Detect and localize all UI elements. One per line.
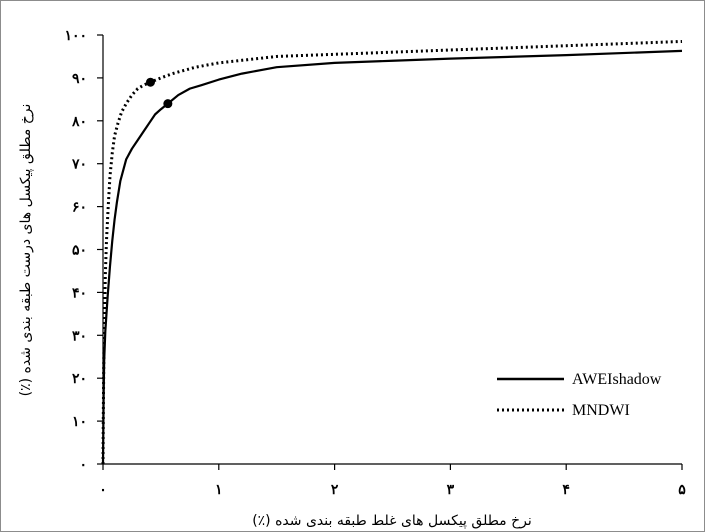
- y-tick-label: ۴۰: [72, 285, 87, 301]
- y-tick-label: ۱۰۰: [64, 28, 87, 44]
- series-line-aweishadow: [101, 49, 683, 465]
- x-tick-label: ۵: [678, 482, 686, 498]
- x-tick-label: ۱: [215, 482, 223, 498]
- legend: AWEIshadow MNDWI: [497, 371, 662, 419]
- y-tick-label: ۱۰: [72, 414, 87, 430]
- x-tick-label: ۲: [331, 482, 339, 498]
- legend-label-mndwi: MNDWI: [572, 402, 630, 419]
- series-marker-aweishadow: [163, 99, 173, 109]
- y-tick-label: ۹۰: [72, 71, 87, 87]
- marker-layer: [145, 77, 173, 109]
- x-tick-label: ۳: [447, 482, 455, 498]
- series-layer: [101, 39, 683, 465]
- series-marker-mndwi: [145, 77, 155, 87]
- x-tick-label: ۰: [99, 482, 107, 498]
- series-line-mndwi: [101, 39, 683, 465]
- y-tick-label: ۸۰: [71, 114, 87, 130]
- y-tick-label: ۵۰: [72, 243, 87, 259]
- x-tick-label: ۴: [562, 482, 570, 498]
- y-tick-label: ۷۰: [71, 157, 87, 173]
- axes: [102, 35, 682, 465]
- y-tick-label: ۶۰: [72, 200, 87, 216]
- y-tick-label: ۰: [79, 457, 87, 473]
- x-axis-title: نرخ مطلق پیکسل های غلط طبقه بندی شده (٪): [252, 513, 532, 529]
- y-tick-label: ۳۰: [72, 328, 87, 344]
- legend-label-awei: AWEIshadow: [572, 371, 662, 388]
- y-axis-title: نرخ مطلق پیکسل های درست طبقه بندی شده (٪…: [18, 104, 34, 397]
- y-tick-label: ۲۰: [72, 371, 87, 387]
